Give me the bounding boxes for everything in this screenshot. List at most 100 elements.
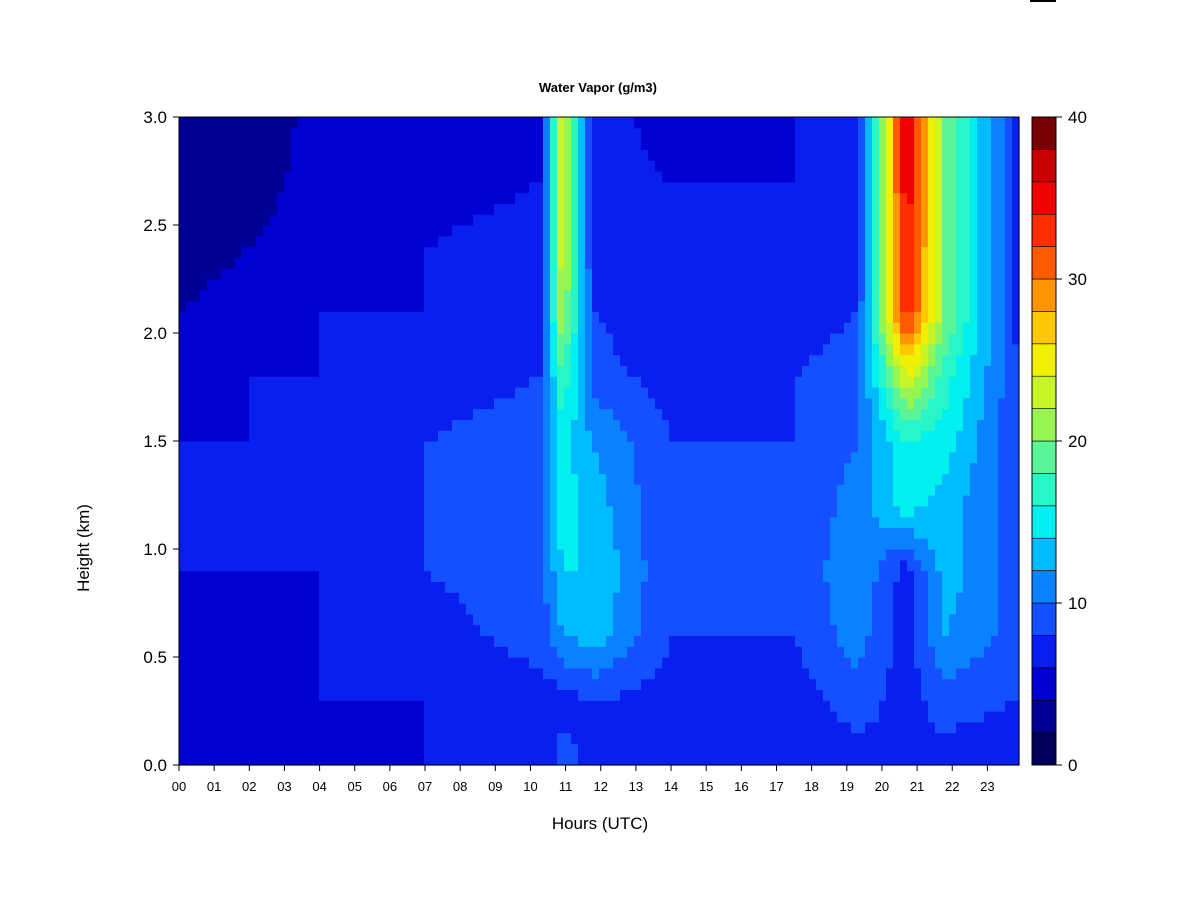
- heatmap-cell: [263, 343, 271, 356]
- heatmap-cell: [655, 397, 663, 410]
- heatmap-cell: [760, 592, 768, 604]
- heatmap-cell: [550, 667, 558, 680]
- heatmap-cell: [557, 279, 565, 291]
- heatmap-cell: [221, 214, 229, 226]
- heatmap-cell: [536, 689, 544, 701]
- heatmap-cell: [270, 235, 278, 248]
- heatmap-cell: [634, 149, 642, 161]
- heatmap-cell: [410, 192, 418, 204]
- heatmap-cell: [417, 505, 425, 518]
- heatmap-cell: [494, 354, 502, 366]
- heatmap-cell: [697, 160, 705, 172]
- heatmap-cell: [557, 678, 565, 690]
- heatmap-cell: [508, 408, 516, 420]
- heatmap-cell: [655, 624, 663, 636]
- heatmap-cell: [627, 279, 635, 291]
- heatmap-cell: [424, 581, 432, 593]
- heatmap-cell: [711, 581, 719, 593]
- heatmap-cell: [340, 462, 348, 474]
- heatmap-cell: [557, 549, 565, 561]
- heatmap-cell: [312, 570, 320, 582]
- heatmap-cell: [326, 117, 334, 129]
- heatmap-cell: [494, 289, 502, 302]
- heatmap-cell: [396, 225, 404, 237]
- heatmap-cell: [557, 592, 565, 604]
- heatmap-cell: [256, 441, 264, 453]
- heatmap-cell: [326, 473, 334, 485]
- heatmap-cell: [648, 441, 656, 453]
- heatmap-cell: [480, 214, 488, 226]
- heatmap-cell: [389, 430, 397, 442]
- heatmap-cell: [634, 235, 642, 248]
- heatmap-cell: [466, 721, 474, 734]
- heatmap-cell: [683, 505, 691, 518]
- heatmap-cell: [704, 678, 712, 690]
- heatmap-cell: [466, 462, 474, 474]
- heatmap-cell: [326, 333, 334, 345]
- heatmap-cell: [634, 462, 642, 474]
- heatmap-cell: [396, 376, 404, 388]
- heatmap-cell: [711, 354, 719, 366]
- heatmap-cell: [697, 657, 705, 669]
- heatmap-cell: [424, 149, 432, 161]
- heatmap-cell: [648, 495, 656, 507]
- heatmap-cell: [606, 289, 614, 302]
- heatmap-cell: [606, 376, 614, 388]
- heatmap-cell: [578, 127, 586, 140]
- heatmap-cell: [732, 117, 740, 129]
- heatmap-cell: [655, 743, 663, 755]
- heatmap-cell: [578, 711, 586, 723]
- heatmap-cell: [452, 117, 460, 129]
- heatmap-cell: [459, 235, 467, 248]
- heatmap-cell: [459, 225, 467, 237]
- heatmap-cell: [641, 570, 649, 582]
- heatmap-cell: [662, 732, 670, 744]
- heatmap-cell: [522, 527, 530, 539]
- heatmap-cell: [571, 603, 579, 615]
- heatmap-cell: [739, 689, 747, 701]
- heatmap-cell: [522, 419, 530, 431]
- heatmap-cell: [725, 624, 733, 636]
- heatmap-cell: [620, 441, 628, 453]
- heatmap-cell: [592, 613, 600, 626]
- heatmap-cell: [683, 732, 691, 744]
- heatmap-cell: [571, 279, 579, 291]
- heatmap-cell: [543, 257, 551, 269]
- heatmap-cell: [417, 419, 425, 431]
- heatmap-cell: [487, 559, 495, 572]
- heatmap-cell: [417, 689, 425, 701]
- heatmap-cell: [634, 365, 642, 377]
- heatmap-cell: [424, 484, 432, 496]
- heatmap-cell: [683, 689, 691, 701]
- heatmap-cell: [193, 419, 201, 431]
- heatmap-cell: [424, 225, 432, 237]
- heatmap-cell: [312, 171, 320, 183]
- heatmap-cell: [606, 354, 614, 366]
- heatmap-cell: [459, 711, 467, 723]
- heatmap-cell: [298, 419, 306, 431]
- heatmap-cell: [200, 635, 208, 647]
- heatmap-cell: [753, 484, 761, 496]
- heatmap-cell: [522, 592, 530, 604]
- heatmap-cell: [249, 689, 257, 701]
- heatmap-cell: [424, 268, 432, 280]
- heatmap-cell: [669, 181, 677, 194]
- heatmap-cell: [662, 430, 670, 442]
- heatmap-cell: [368, 430, 376, 442]
- heatmap-cell: [732, 149, 740, 161]
- heatmap-cell: [466, 711, 474, 723]
- heatmap-cell: [564, 279, 572, 291]
- heatmap-cell: [753, 419, 761, 431]
- heatmap-cell: [669, 419, 677, 431]
- heatmap-cell: [578, 516, 586, 528]
- heatmap-cell: [676, 289, 684, 302]
- heatmap-cell: [431, 721, 439, 734]
- heatmap-cell: [578, 408, 586, 420]
- heatmap-cell: [501, 657, 509, 669]
- heatmap-cell: [564, 289, 572, 302]
- heatmap-cell: [739, 624, 747, 636]
- heatmap-cell: [263, 603, 271, 615]
- heatmap-cell: [508, 354, 516, 366]
- heatmap-cell: [739, 549, 747, 561]
- heatmap-cell: [501, 257, 509, 269]
